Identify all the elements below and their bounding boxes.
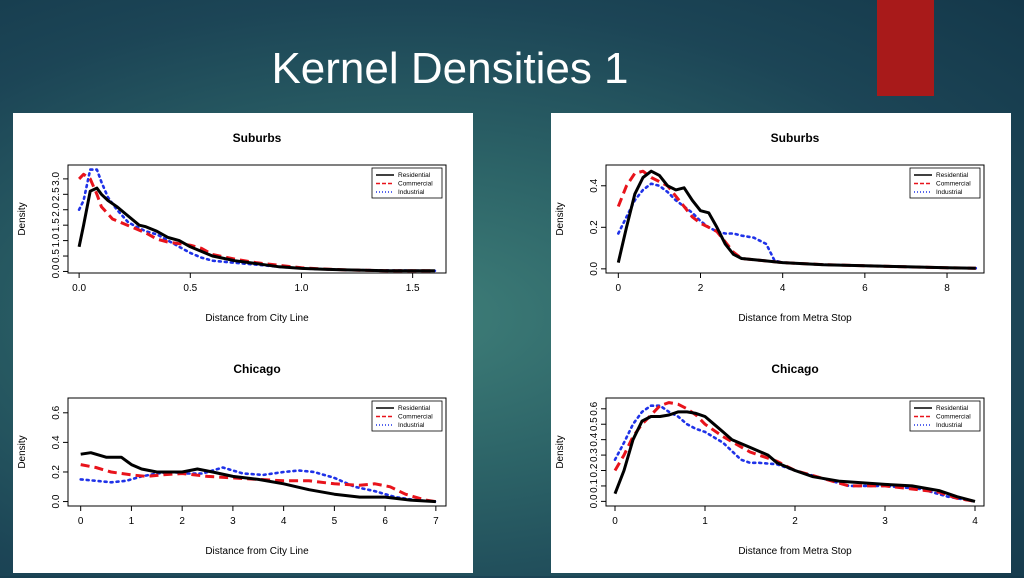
legend-box — [371, 167, 443, 199]
x-axis-label: Distance from Metra Stop — [738, 546, 852, 557]
slide-title-text: Kernel Densities 1 — [271, 44, 629, 93]
x-tick-label: 0.0 — [72, 283, 86, 294]
x-tick-label: 4 — [972, 516, 978, 527]
chart-chicago-metra-stop: Chicago 0 1 2 3 4 0.00.1 0.20.3 0.40.5 0.6 Distanc… — [555, 362, 985, 557]
chart-title: Chicago — [233, 362, 280, 376]
x-tick-label: 8 — [944, 283, 950, 294]
chart-chicago-city-line: Chicago 0 1 2 3 4 5 6 7 0.0 0.2 0.4 0.6 Distance from… — [17, 362, 447, 557]
y-tick-label: 1.5 — [51, 218, 62, 232]
legend-label: Industrial — [936, 422, 963, 429]
legend-label: Residential — [398, 405, 431, 412]
series-line-residential — [77, 186, 435, 273]
x-tick-label: 0 — [612, 516, 618, 527]
y-tick-label: 0.4 — [51, 435, 62, 449]
x-tick-label: 1 — [702, 516, 708, 527]
series-line-commercial — [80, 463, 437, 504]
legend-label: Industrial — [398, 189, 425, 196]
x-tick-label: 2 — [179, 516, 185, 527]
y-tick-label: 0.2 — [589, 220, 600, 234]
series-line-commercial — [78, 172, 435, 273]
x-axis-label: Distance from City Line — [205, 546, 309, 557]
y-tick-label: 0.0 — [589, 494, 600, 508]
y-axis-label: Density — [555, 435, 566, 468]
x-tick-label: 2 — [792, 516, 798, 527]
legend-label: Commercial — [936, 181, 971, 188]
x-tick-label: 7 — [433, 516, 439, 527]
x-tick-label: 1.5 — [406, 283, 420, 294]
y-tick-label: 0.6 — [51, 405, 62, 419]
chart-title: Chicago — [771, 362, 818, 376]
y-tick-label: 0.0 — [51, 494, 62, 508]
x-tick-label: 0.5 — [183, 283, 197, 294]
x-tick-label: 6 — [862, 283, 868, 294]
series-line-industrial — [79, 466, 438, 503]
plot-frame — [67, 164, 447, 274]
y-tick-label: 0.2 — [51, 465, 62, 479]
chart-suburbs-metra-stop: Suburbs 0 2 4 6 8 0.0 0.2 0.4 Distance from Metra… — [555, 131, 985, 324]
legend-label: Commercial — [398, 414, 433, 421]
x-tick-label: 5 — [332, 516, 338, 527]
series-line-residential — [613, 410, 976, 503]
y-tick-label: 0.6 — [589, 401, 600, 415]
x-tick-label: 1 — [129, 516, 135, 527]
legend-label: Commercial — [936, 414, 971, 421]
series-line-commercial — [616, 169, 976, 270]
x-tick-label: 4 — [780, 283, 786, 294]
x-axis-label: Distance from Metra Stop — [738, 313, 852, 324]
chart-title: Suburbs — [771, 131, 820, 145]
x-tick-label: 2 — [698, 283, 704, 294]
legend-label: Residential — [398, 172, 431, 179]
y-tick-label: 0.5 — [589, 417, 600, 431]
series-line-residential — [616, 169, 976, 270]
y-axis-label: Density — [17, 435, 28, 468]
legend-label: Industrial — [398, 422, 425, 429]
right-chart-panel: Suburbs 0 2 4 6 8 0.0 0.2 0.4 Distance from Metra… — [551, 113, 1011, 573]
right-charts-svg: Suburbs 0 2 4 6 8 0.0 0.2 0.4 Distance from Metra… — [555, 131, 985, 557]
y-tick-label: 0.0 — [589, 261, 600, 275]
y-tick-label: 1.0 — [51, 233, 62, 247]
y-tick-label: 2.0 — [51, 202, 62, 216]
y-tick-label: 0.2 — [589, 463, 600, 477]
accent-bar — [877, 0, 934, 96]
y-tick-label: 2.5 — [51, 187, 62, 201]
plot-frame — [605, 164, 985, 274]
y-axis-label: Density — [17, 202, 28, 235]
legend-label: Residential — [936, 172, 969, 179]
legend-label: Residential — [936, 405, 969, 412]
plot-frame — [67, 397, 447, 507]
y-tick-label: 3.0 — [51, 171, 62, 185]
legend-label: Industrial — [936, 189, 963, 196]
y-tick-label: 0.1 — [589, 479, 600, 493]
x-tick-label: 4 — [281, 516, 287, 527]
x-tick-label: 0 — [616, 283, 622, 294]
y-tick-label: 0.4 — [589, 178, 600, 192]
y-tick-label: 0.5 — [51, 249, 62, 263]
legend-label: Commercial — [398, 181, 433, 188]
y-tick-label: 0.3 — [589, 448, 600, 462]
x-tick-label: 6 — [382, 516, 388, 527]
chart-title: Suburbs — [233, 131, 282, 145]
x-tick-label: 3 — [882, 516, 888, 527]
series-line-residential — [80, 451, 436, 504]
y-tick-label: 0.0 — [51, 264, 62, 278]
y-axis-label: Density — [555, 202, 566, 235]
left-chart-panel: Suburbs 0.0 0.5 1.0 1.5 0.0 0.5 1.0 1.5 2.0 2.5 3.0… — [13, 113, 473, 573]
x-tick-label: 1.0 — [295, 283, 309, 294]
x-axis-label: Distance from City Line — [205, 313, 309, 324]
y-tick-label: 0.4 — [589, 432, 600, 446]
x-tick-label: 3 — [230, 516, 236, 527]
slide-title: Kernel Densities 1 — [0, 44, 900, 94]
x-tick-label: 0 — [78, 516, 84, 527]
